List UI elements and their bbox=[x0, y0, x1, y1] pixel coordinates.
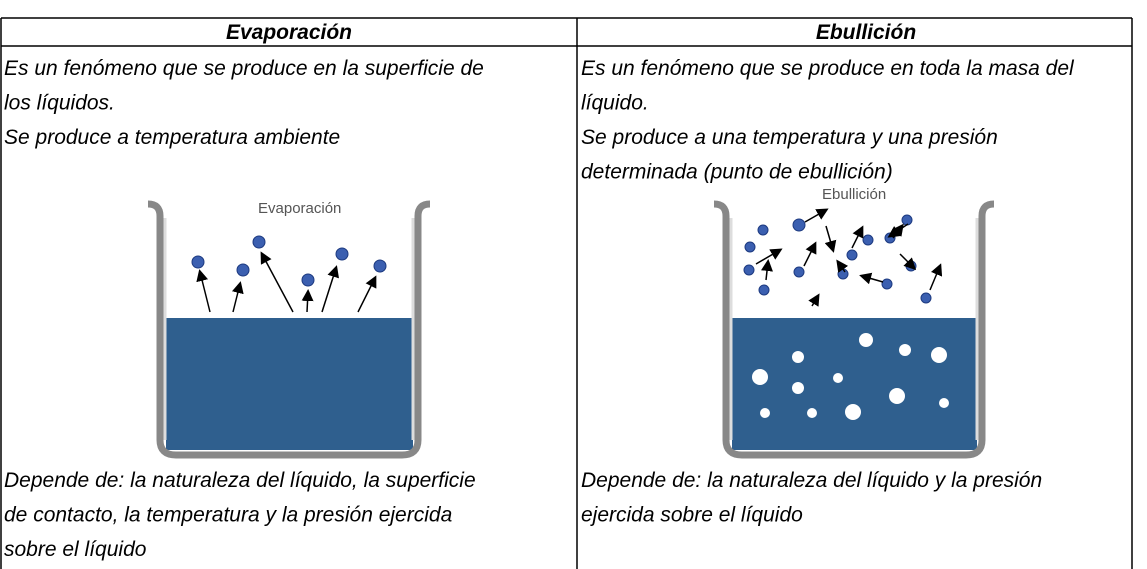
cell-text: Es un fenómeno que se produce en toda la… bbox=[581, 57, 1075, 80]
cell-text: ejercida sobre el líquido bbox=[581, 504, 803, 527]
cell-text: Depende de: la naturaleza del líquido, l… bbox=[4, 469, 476, 492]
cell-text: determinada (punto de ebullición) bbox=[581, 161, 893, 184]
diagram-label: Ebullición bbox=[822, 186, 886, 203]
cell-text: Depende de: la naturaleza del líquido y … bbox=[581, 469, 1042, 492]
cell-text: sobre el líquido bbox=[4, 538, 147, 561]
cell-text: Se produce a una temperatura y una presi… bbox=[581, 126, 998, 149]
diagram-label: Evaporación bbox=[258, 200, 341, 217]
cell-text: Es un fenómeno que se produce en la supe… bbox=[4, 57, 484, 80]
cell-text: los líquidos. bbox=[4, 92, 115, 115]
cell-text: Se produce a temperatura ambiente bbox=[4, 126, 340, 149]
evaporation-diagram: Evaporación bbox=[147, 200, 431, 459]
cell-text: de contacto, la temperatura y la presión… bbox=[4, 504, 452, 527]
table-lines bbox=[0, 17, 1133, 569]
boiling-diagram: Ebullición bbox=[713, 186, 995, 459]
column-header: Evaporación bbox=[226, 21, 352, 44]
column-header: Ebullición bbox=[816, 21, 916, 44]
cell-text: líquido. bbox=[581, 92, 649, 115]
